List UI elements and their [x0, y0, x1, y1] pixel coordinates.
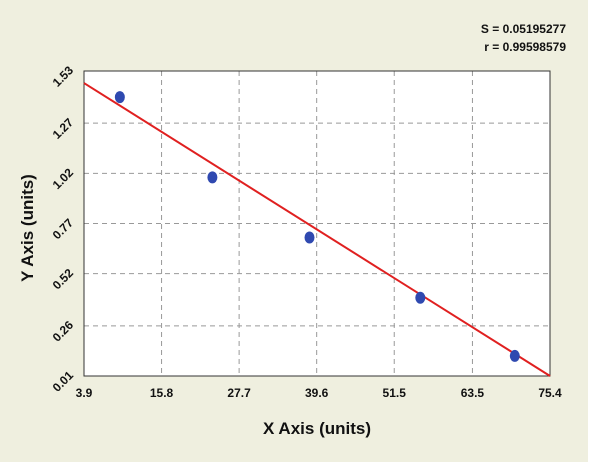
- chart-frame: 3.9 15.8 27.7 39.6 51.5 63.5 75.4 0.01 0.26 0.52 0…: [0, 0, 588, 462]
- chart-svg: 3.9 15.8 27.7 39.6 51.5 63.5 75.4 0.01 0.26 0.52 0…: [50, 63, 562, 400]
- stat-s: S = 0.05195277: [480, 22, 566, 36]
- x-tick-label: 75.4: [538, 386, 562, 400]
- y-tick-label: 0.01: [50, 368, 77, 395]
- y-tick-label: 1.02: [50, 165, 77, 192]
- y-tick-label: 1.53: [50, 63, 77, 90]
- data-point: [415, 291, 426, 304]
- data-point: [304, 231, 315, 244]
- y-tick-label: 0.77: [50, 215, 77, 242]
- x-tick-label: 39.6: [305, 386, 329, 400]
- x-tick-label: 27.7: [227, 386, 251, 400]
- plot-border: [83, 70, 551, 377]
- data-point: [509, 349, 520, 362]
- stat-r: r = 0.99598579: [484, 40, 566, 54]
- fit-line: [83, 82, 551, 377]
- y-axis-title: Y Axis (units): [18, 174, 37, 282]
- x-tick-label: 51.5: [383, 386, 407, 400]
- data-point: [207, 171, 218, 184]
- x-tick-label: 15.8: [150, 386, 174, 400]
- data-point: [114, 91, 125, 104]
- x-axis-title: X Axis (units): [263, 419, 371, 438]
- y-tick-label: 0.52: [50, 266, 77, 293]
- y-tick-label: 1.27: [50, 115, 77, 142]
- x-tick-label: 3.9: [76, 386, 93, 400]
- x-tick-label: 63.5: [461, 386, 485, 400]
- y-tick-label: 0.26: [50, 318, 77, 345]
